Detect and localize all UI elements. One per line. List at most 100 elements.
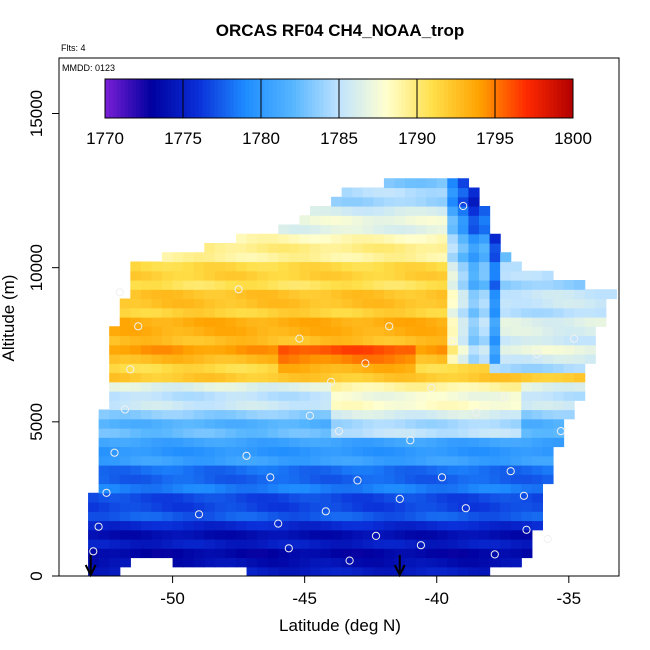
heat-cell-1026 <box>394 446 406 457</box>
heat-cell-727 <box>320 511 332 522</box>
heat-cell-815 <box>341 446 353 457</box>
heat-cell-387 <box>225 529 237 540</box>
heat-cell-641 <box>288 224 300 235</box>
heat-cell-1025 <box>394 455 406 466</box>
heat-cell-735 <box>320 437 332 448</box>
heat-cell-926 <box>362 196 374 207</box>
heat-cell-730 <box>320 483 332 494</box>
heat-cell-671 <box>299 298 311 309</box>
heat-cell-1240 <box>447 455 459 466</box>
heat-cell-622 <box>288 400 300 411</box>
heat-cell-209 <box>162 270 174 281</box>
colorbar-step-73 <box>389 79 395 118</box>
heat-cell-853 <box>352 483 364 494</box>
heat-cell-572 <box>278 511 290 522</box>
heat-cell-1379 <box>479 354 491 364</box>
heat-cell-1217 <box>436 270 448 281</box>
heat-cell-951 <box>373 354 385 364</box>
heat-cell-337 <box>204 344 216 355</box>
heat-cell-910 <box>362 344 374 355</box>
heat-cell-306 <box>193 317 205 327</box>
sample-point-27 <box>461 504 470 513</box>
heat-cell-74 <box>119 372 131 383</box>
heat-cell-530 <box>267 557 279 568</box>
heat-cell-0 <box>88 566 100 576</box>
heat-cell-1073 <box>405 409 417 420</box>
colorbar-step-48 <box>292 79 297 118</box>
heat-cell-1458 <box>500 317 512 327</box>
heat-cell-1427 <box>489 270 501 281</box>
heat-cell-73 <box>119 381 131 392</box>
sample-point-1 <box>94 522 103 531</box>
heat-cell-467 <box>246 455 258 466</box>
heat-cell-195 <box>162 400 174 411</box>
heat-cell-46 <box>109 391 121 401</box>
heat-cell-1196 <box>436 465 448 475</box>
heat-cell-670 <box>299 307 311 318</box>
heat-cell-480 <box>246 335 258 346</box>
heat-cell-1228 <box>447 566 459 576</box>
heat-cell-1000 <box>383 289 396 300</box>
heat-cell-601 <box>278 243 290 253</box>
heat-cell-354 <box>214 511 227 522</box>
heat-cell-1480 <box>510 428 522 438</box>
heat-cell-980 <box>383 474 396 485</box>
heat-cell-148 <box>151 539 163 549</box>
heat-cell-999 <box>383 298 396 309</box>
heat-cell-184 <box>162 502 174 512</box>
heat-cell-1074 <box>405 400 417 411</box>
heat-cell-787 <box>331 326 343 337</box>
heat-cell-1518 <box>521 372 533 383</box>
heat-cell-16 <box>98 502 110 512</box>
heat-cell-956 <box>373 307 385 318</box>
heat-cell-1437 <box>500 511 512 522</box>
heat-cell-30 <box>109 539 121 549</box>
heat-cell-734 <box>320 446 332 457</box>
heat-cell-124 <box>140 465 153 475</box>
heat-cell-1398 <box>489 539 501 549</box>
heat-cell-1293 <box>457 363 470 374</box>
heat-cell-166 <box>151 372 163 383</box>
colorbar-step-71 <box>381 79 387 118</box>
heat-cell-965 <box>373 224 385 235</box>
heat-cell-983 <box>383 446 396 457</box>
heat-cell-345 <box>204 270 216 281</box>
heat-cell-1305 <box>457 252 470 263</box>
heat-cell-1177 <box>426 243 438 253</box>
heat-cell-909 <box>362 354 374 364</box>
heat-cell-1328 <box>468 437 480 448</box>
heat-cell-1084 <box>405 307 417 318</box>
heat-cell-385 <box>225 548 237 559</box>
heat-cell-1638 <box>595 289 607 300</box>
heat-cell-646 <box>299 529 311 540</box>
heat-cell-23 <box>98 437 110 448</box>
heat-cell-1218 <box>436 261 448 272</box>
sample-point-36 <box>194 510 204 519</box>
heat-cell-707 <box>309 326 322 337</box>
heat-cell-122 <box>140 483 153 494</box>
heat-cell-792 <box>331 280 343 290</box>
heat-cell-907 <box>362 372 374 383</box>
heat-cell-1276 <box>457 520 470 531</box>
heat-cell-643 <box>299 557 311 568</box>
heat-cell-406 <box>225 354 237 364</box>
heat-cell-512 <box>257 381 269 392</box>
heat-cell-1279 <box>457 492 470 503</box>
colorbar-step-24 <box>198 79 203 118</box>
heat-cell-921 <box>362 243 374 253</box>
heat-cell-1035 <box>394 363 406 374</box>
heat-cell-1258 <box>447 289 459 300</box>
heat-cell-1554 <box>531 298 543 309</box>
heat-cell-402 <box>225 391 237 401</box>
heat-cell-281 <box>193 548 205 559</box>
heat-cell-1363 <box>479 502 491 512</box>
heat-cell-1372 <box>479 418 491 429</box>
colorbar-step-94 <box>471 79 476 118</box>
heat-cell-1257 <box>447 298 459 309</box>
heat-cell-619 <box>288 428 300 438</box>
heat-cell-1288 <box>457 409 470 420</box>
sample-point-25 <box>437 473 447 482</box>
heat-cell-393 <box>225 474 237 485</box>
heat-cell-506 <box>257 437 269 448</box>
